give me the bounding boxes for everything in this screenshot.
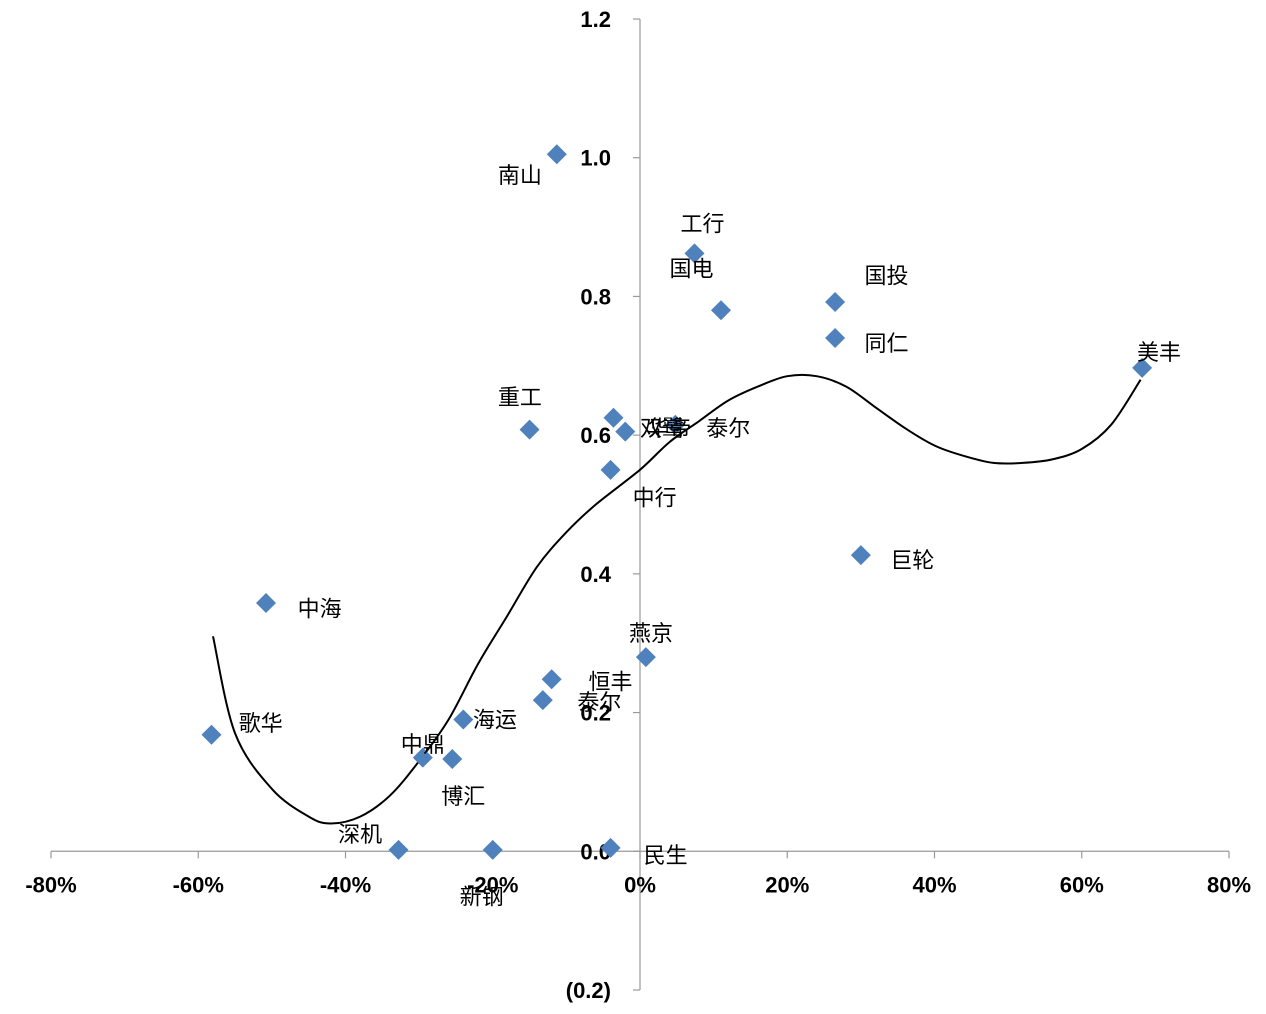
data-point-marker (388, 839, 409, 860)
x-tick-label: 80% (1207, 872, 1251, 897)
data-point-marker (600, 459, 621, 480)
y-tick-label: 0.8 (580, 284, 611, 309)
x-tick-label: 40% (912, 872, 956, 897)
data-point-label: 巨轮 (890, 549, 934, 574)
data-point-marker (635, 647, 656, 668)
data-point-label: 中行 (633, 487, 677, 512)
data-point-marker (546, 144, 567, 165)
data-point-marker (255, 592, 276, 613)
data-point-marker (665, 414, 686, 435)
data-point-marker (412, 747, 433, 768)
y-tick-label: 1.2 (580, 7, 611, 32)
data-point-label: 重工 (498, 386, 542, 411)
data-point-label: 海运 (473, 709, 517, 734)
x-tick-label: 20% (765, 872, 809, 897)
markers-group (201, 144, 1153, 860)
data-point-marker (201, 724, 222, 745)
y-tick-label: 0.2 (580, 701, 611, 726)
data-point-marker (532, 690, 553, 711)
data-point-marker (1132, 357, 1153, 378)
data-point-marker (710, 300, 731, 321)
data-point-marker (482, 839, 503, 860)
data-point-label: 燕京 (629, 622, 673, 647)
data-point-label: 深机 (338, 823, 382, 848)
data-point-label: 国电 (669, 258, 713, 283)
y-tick-label: 1.0 (580, 146, 611, 171)
data-point-marker (615, 421, 636, 442)
data-point-label: 歌华 (239, 712, 283, 737)
data-point-marker (541, 669, 562, 690)
y-tick-label: 0.4 (580, 562, 611, 587)
data-point-marker (442, 749, 463, 770)
x-tick-label: -20% (467, 872, 518, 897)
data-point-label: 华帝 (647, 417, 691, 442)
x-tick-label: 0% (624, 872, 656, 897)
data-point-label: 民生 (644, 844, 688, 869)
x-tick-label: 60% (1060, 872, 1104, 897)
x-tick-label: -40% (320, 872, 371, 897)
data-point-marker (600, 837, 621, 858)
y-tick-label: (0.2) (566, 978, 611, 1003)
data-point-label: 中鼎 (401, 733, 445, 758)
data-point-marker (850, 545, 871, 566)
data-point-marker (825, 328, 846, 349)
data-point-label: 美丰 (1137, 341, 1181, 366)
data-point-label: 博汇 (441, 785, 485, 810)
data-point-label: 同仁 (865, 332, 909, 357)
y-tick-label: 0.6 (580, 423, 611, 448)
data-point-marker (684, 243, 705, 264)
data-point-label: 国投 (865, 265, 909, 290)
x-tick-label: -60% (173, 872, 224, 897)
data-point-marker (825, 291, 846, 312)
data-point-marker (519, 419, 540, 440)
x-tick-label: -80% (25, 872, 76, 897)
data-point-label: 新钢 (460, 885, 504, 910)
axes: -80% -60% -40% -20% 0% 20% 40% 60% 80% 1.2 1.0 0.8 0… (25, 7, 1251, 1003)
trendline (212, 373, 1142, 825)
data-point-label: 南山 (498, 164, 542, 189)
data-point-label: 恒丰 (588, 670, 632, 695)
trendline-group (212, 373, 1142, 825)
data-point-label: 双鹭 (640, 417, 684, 442)
data-point-label: 工行 (680, 213, 724, 238)
data-point-marker (453, 709, 474, 730)
data-point-label: 泰尔 (706, 417, 750, 442)
data-point-label: 中海 (298, 598, 342, 623)
data-point-label: 泰尔 (577, 691, 621, 716)
data-point-marker (603, 407, 624, 428)
